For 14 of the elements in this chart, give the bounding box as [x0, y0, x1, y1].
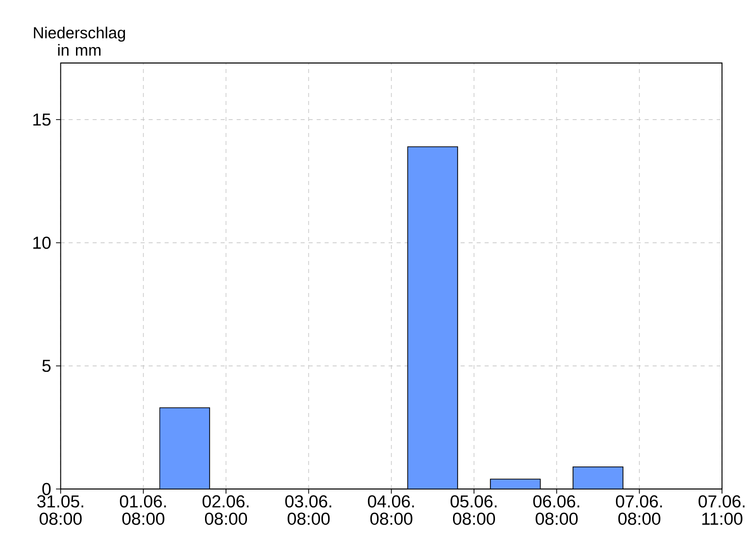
x-tick-label: 03.06. 08:00 [285, 495, 332, 525]
x-tick-label: 05.06. 08:00 [450, 495, 497, 525]
x-tick-label: 04.06. 08:00 [368, 495, 414, 525]
x-tick-label: 01.06. 08:00 [120, 495, 166, 525]
y-axis-title: Niederschlag in mm [34, 26, 125, 56]
y-tick-label: 0 [42, 482, 51, 496]
x-tick-label: 06.06. 08:00 [533, 495, 580, 525]
y-tick-label: 15 [33, 114, 51, 126]
y-tick-label: 10 [33, 236, 51, 249]
x-tick-label: 31.05. 08:00 [37, 495, 84, 525]
x-tick-label: 07.06. 08:00 [616, 495, 662, 525]
y-tick-label: 5 [42, 360, 51, 372]
x-tick-label: 07.06. 11:00 [698, 495, 745, 525]
x-tick-label: 02.06. 08:00 [202, 495, 249, 525]
